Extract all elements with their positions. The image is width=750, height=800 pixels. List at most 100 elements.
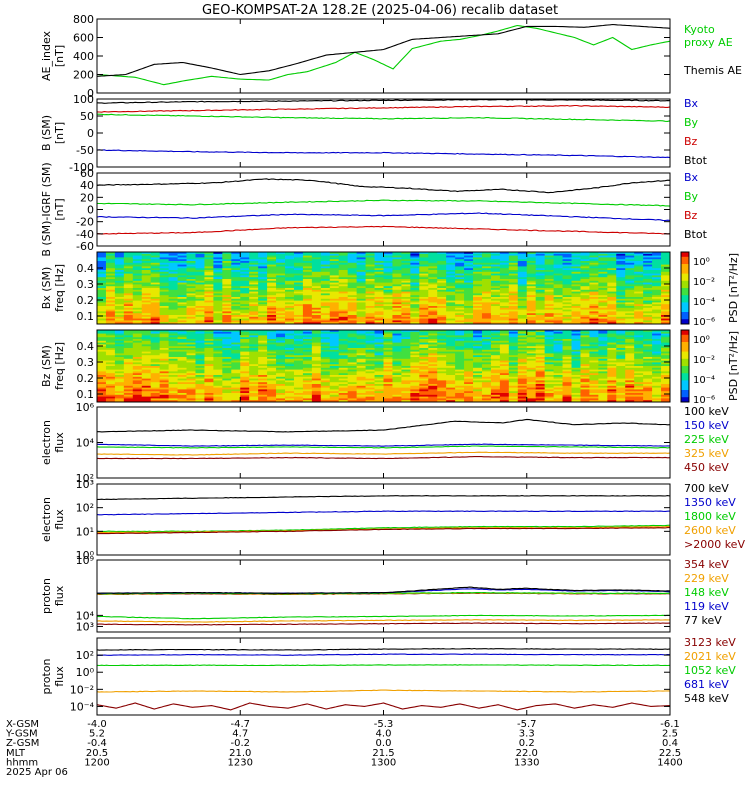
spectrogram-cell xyxy=(499,400,510,403)
spectrogram-cell xyxy=(580,302,590,305)
spectrogram-cell xyxy=(401,355,411,358)
spectrogram-cell xyxy=(356,264,366,267)
spectrogram-cell xyxy=(347,257,358,260)
spectrogram-cell xyxy=(97,252,107,255)
spectrogram-cell xyxy=(553,400,563,403)
spectrogram-cell xyxy=(383,298,393,301)
spectrogram-cell xyxy=(302,279,313,282)
spectrogram-cell xyxy=(392,330,402,333)
spectrogram-cell xyxy=(168,364,178,367)
spectrogram-cell xyxy=(347,262,358,265)
spectrogram-cell xyxy=(464,357,474,360)
spectrogram-cell xyxy=(267,318,277,321)
spectrogram-cell xyxy=(562,376,572,379)
spectrogram-cell xyxy=(643,316,653,319)
spectrogram-cell xyxy=(553,393,563,396)
spectrogram-cell xyxy=(177,266,187,269)
spectrogram-cell xyxy=(562,275,572,278)
spectrogram-cell xyxy=(195,335,205,338)
spectrogram-cell xyxy=(553,255,563,258)
spectrogram-cell xyxy=(517,316,528,319)
spectrogram-cell xyxy=(150,348,161,351)
spectrogram-cell xyxy=(231,284,241,287)
spectrogram-cell xyxy=(365,331,375,334)
spectrogram-cell xyxy=(481,348,492,351)
spectrogram-cell xyxy=(383,295,393,298)
spectrogram-cell xyxy=(195,316,205,319)
spectrogram-cell xyxy=(285,309,295,312)
spectrogram-cell xyxy=(481,364,492,367)
spectrogram-cell xyxy=(311,384,322,387)
spectrogram-cell xyxy=(114,387,125,390)
spectrogram-cell xyxy=(141,378,152,381)
spectrogram-cell xyxy=(204,318,214,321)
spectrogram-cell xyxy=(661,316,671,319)
spectrogram-cell xyxy=(222,309,232,312)
spectrogram-cell xyxy=(150,378,161,381)
spectrogram-cell xyxy=(589,351,599,354)
spectrogram-cell xyxy=(150,389,161,392)
spectrogram-cell xyxy=(267,268,277,271)
spectrogram-cell xyxy=(105,270,116,273)
spectrogram-cell xyxy=(464,387,474,390)
spectrogram-cell xyxy=(302,340,313,343)
spectrogram-cell xyxy=(105,261,116,264)
spectrogram-cell xyxy=(437,344,447,347)
spectrogram-cell xyxy=(132,271,143,274)
spectrogram-cell xyxy=(150,337,161,340)
spectrogram-cell xyxy=(392,298,402,301)
spectrogram-cell xyxy=(661,280,671,283)
spectrogram-cell xyxy=(562,400,572,403)
spectrogram-cell xyxy=(419,275,429,278)
spectrogram-cell xyxy=(97,400,107,403)
series-line xyxy=(96,199,671,207)
spectrogram-cell xyxy=(195,396,205,399)
spectrogram-cell xyxy=(392,270,402,273)
spectrogram-cell xyxy=(661,320,671,323)
spectrogram-cell xyxy=(562,291,572,294)
spectrogram-cell xyxy=(401,337,411,340)
spectrogram-cell xyxy=(329,393,340,396)
spectrogram-cell xyxy=(634,298,644,301)
spectrogram-cell xyxy=(392,349,402,352)
spectrogram-cell xyxy=(374,252,384,255)
spectrogram-cell xyxy=(285,316,295,319)
spectrogram-cell xyxy=(428,364,438,367)
spectrogram-cell xyxy=(499,340,510,343)
spectrogram-cell xyxy=(168,262,178,265)
spectrogram-cell xyxy=(276,259,286,262)
spectrogram-cell xyxy=(580,316,590,319)
spectrogram-cell xyxy=(383,284,393,287)
spectrogram-cell xyxy=(302,339,313,342)
spectrogram-cell xyxy=(276,261,286,264)
spectrogram-cell xyxy=(374,311,384,314)
spectrogram-cell xyxy=(267,282,277,285)
spectrogram-cell xyxy=(598,279,608,282)
spectrogram-cell xyxy=(383,306,393,309)
spectrogram-cell xyxy=(213,382,223,385)
spectrogram-cell xyxy=(132,253,143,256)
spectrogram-cell xyxy=(204,289,214,292)
spectrogram-cell xyxy=(168,331,178,334)
spectrogram-cell xyxy=(338,369,349,372)
spectrogram-cell xyxy=(159,284,170,287)
spectrogram-cell xyxy=(517,277,528,280)
spectrogram-cell xyxy=(580,396,590,399)
spectrogram-cell xyxy=(508,297,519,300)
spectrogram-cell xyxy=(446,311,456,314)
spectrogram-cell xyxy=(490,382,501,385)
spectrogram-cell xyxy=(580,295,590,298)
spectrogram-cell xyxy=(338,266,349,269)
spectrogram-cell xyxy=(490,282,501,285)
spectrogram-cell xyxy=(508,270,519,273)
spectrogram-cell xyxy=(123,337,134,340)
spectrogram-cell xyxy=(437,257,447,260)
spectrogram-cell xyxy=(123,261,134,264)
spectrogram-cell xyxy=(589,330,599,333)
spectrogram-cell xyxy=(544,360,555,363)
spectrogram-cell xyxy=(607,318,617,321)
spectrogram-cell xyxy=(661,261,671,264)
spectrogram-cell xyxy=(562,295,572,298)
spectrogram-cell xyxy=(231,302,241,305)
spectrogram-cell xyxy=(213,298,223,301)
